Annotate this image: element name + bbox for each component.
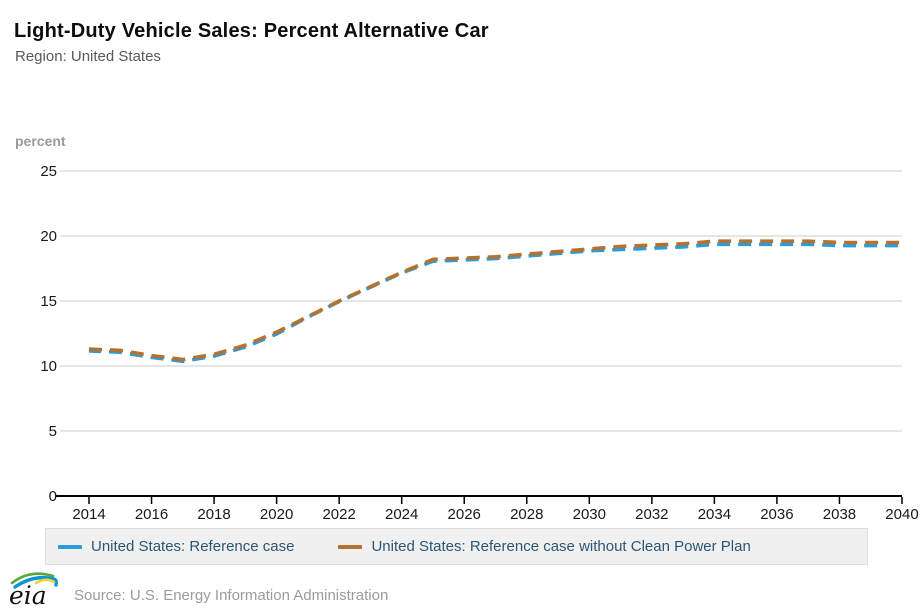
source-attribution: Source: U.S. Energy Information Administ… (74, 586, 389, 604)
footer: eia Source: U.S. Energy Information Admi… (8, 568, 388, 610)
x-tick-label: 2036 (760, 506, 793, 523)
region-subtitle: Region: United States (15, 48, 161, 65)
y-tick-label: 15 (40, 293, 57, 310)
svg-text:eia: eia (9, 581, 47, 610)
x-tick-label: 2014 (72, 506, 105, 523)
y-tick-label: 20 (40, 228, 57, 245)
x-tick-label: 2038 (823, 506, 856, 523)
x-tick-label: 2026 (448, 506, 481, 523)
legend-swatch-blue (58, 544, 82, 549)
y-tick-label: 10 (40, 358, 57, 375)
x-tick-label: 2018 (197, 506, 230, 523)
x-tick-label: 2032 (635, 506, 668, 523)
series-line-no-cpp (88, 239, 902, 362)
x-tick-label: 2034 (698, 506, 731, 523)
x-tick-label: 2040 (885, 506, 918, 523)
legend-item-no-clean-power-plan[interactable]: United States: Reference case without Cl… (338, 538, 751, 555)
page-title: Light-Duty Vehicle Sales: Percent Altern… (14, 20, 489, 42)
legend-item-reference-case[interactable]: United States: Reference case (58, 538, 294, 555)
chart-legend: United States: Reference case United Sta… (45, 528, 868, 565)
eia-logo-icon: eia (9, 572, 58, 610)
x-tick-label: 2016 (135, 506, 168, 523)
y-tick-label: 5 (49, 423, 57, 440)
y-tick-label: 0 (49, 488, 57, 505)
y-axis-unit-label: percent (15, 133, 66, 149)
x-tick-label: 2030 (573, 506, 606, 523)
x-tick-label: 2022 (322, 506, 355, 523)
legend-label: United States: Reference case without Cl… (371, 538, 751, 555)
series-line-reference (88, 242, 902, 364)
x-tick-label: 2020 (260, 506, 293, 523)
x-tick-label: 2024 (385, 506, 418, 523)
y-tick-label: 25 (40, 163, 57, 180)
x-tick-label: 2028 (510, 506, 543, 523)
legend-label: United States: Reference case (91, 538, 295, 555)
legend-swatch-brown (338, 544, 363, 549)
